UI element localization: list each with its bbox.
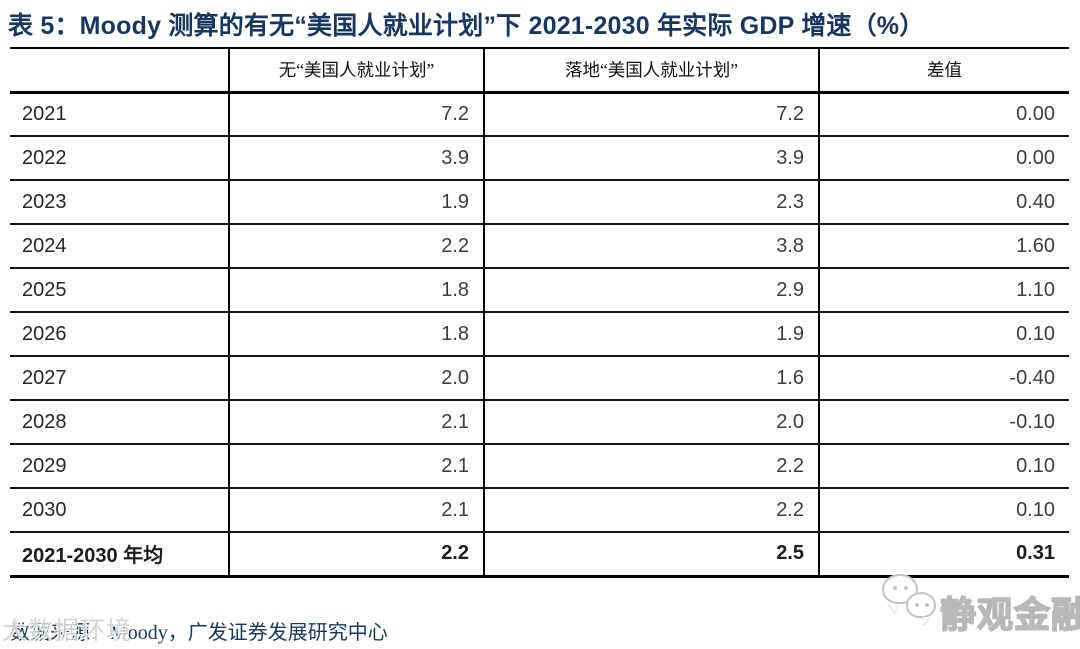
table-row: 2027 2.0 1.6 -0.40	[10, 356, 1069, 401]
diff-cell: 0.10	[818, 488, 1069, 533]
table-row: 2023 1.9 2.3 0.40	[10, 180, 1069, 225]
year-cell: 2029	[10, 444, 229, 489]
table-title: 表 5：Moody 测算的有无“美国人就业计划”下 2021-2030 年实际 …	[8, 12, 925, 40]
without-plan-cell: 1.8	[228, 312, 484, 357]
diff-cell: -0.40	[818, 356, 1069, 401]
diff-cell: 0.10	[818, 312, 1069, 357]
table-row: 2021 7.2 7.2 0.00	[10, 92, 1069, 137]
gdp-growth-table: 无“美国人就业计划” 落地“美国人就业计划” 差值 2021 7.2 7.2 0…	[10, 47, 1069, 578]
without-plan-cell: 7.2	[228, 92, 484, 137]
diff-cell: 0.10	[818, 444, 1069, 489]
table-row: 2028 2.1 2.0 -0.10	[10, 400, 1069, 445]
with-plan-cell: 2.5	[483, 532, 819, 578]
year-cell: 2026	[10, 312, 229, 357]
diff-cell: -0.10	[818, 400, 1069, 445]
year-cell: 2021-2030 年均	[10, 532, 229, 578]
year-cell: 2030	[10, 488, 229, 533]
with-plan-cell: 1.6	[483, 356, 819, 401]
header-empty	[10, 48, 229, 94]
without-plan-cell: 2.2	[228, 532, 484, 578]
year-cell: 2023	[10, 180, 229, 225]
year-cell: 2024	[10, 224, 229, 269]
table-row: 2029 2.1 2.2 0.10	[10, 444, 1069, 489]
without-plan-cell: 2.2	[228, 224, 484, 269]
with-plan-cell: 2.0	[483, 400, 819, 445]
without-plan-cell: 2.1	[228, 444, 484, 489]
wechat-icon	[882, 572, 942, 628]
brand-watermark-label: 静观金融	[939, 593, 1080, 636]
diff-cell: 1.10	[818, 268, 1069, 313]
header-without-plan: 无“美国人就业计划”	[228, 48, 484, 94]
with-plan-cell: 2.2	[483, 444, 819, 489]
brand-watermark: 静观金融	[876, 568, 1080, 636]
diff-cell: 0.00	[818, 136, 1069, 181]
with-plan-cell: 2.3	[483, 180, 819, 225]
diff-cell: 0.40	[818, 180, 1069, 225]
year-cell: 2021	[10, 92, 229, 137]
table-row: 2030 2.1 2.2 0.10	[10, 488, 1069, 533]
table-row: 2022 3.9 3.9 0.00	[10, 136, 1069, 181]
without-plan-cell: 2.0	[228, 356, 484, 401]
table-row-average: 2021-2030 年均 2.2 2.5 0.31	[10, 532, 1069, 578]
year-cell: 2022	[10, 136, 229, 181]
table-row: 2024 2.2 3.8 1.60	[10, 224, 1069, 269]
table-row: 2026 1.8 1.9 0.10	[10, 312, 1069, 357]
without-plan-cell: 2.1	[228, 488, 484, 533]
chat-bubble-small	[906, 592, 936, 618]
year-cell: 2028	[10, 400, 229, 445]
with-plan-cell: 1.9	[483, 312, 819, 357]
without-plan-cell: 1.9	[228, 180, 484, 225]
data-source-note: 数据来源：Moody，广发证券发展研究中心	[10, 622, 388, 644]
header-diff: 差值	[818, 48, 1069, 94]
year-cell: 2025	[10, 268, 229, 313]
with-plan-cell: 3.8	[483, 224, 819, 269]
without-plan-cell: 3.9	[228, 136, 484, 181]
without-plan-cell: 2.1	[228, 400, 484, 445]
without-plan-cell: 1.8	[228, 268, 484, 313]
with-plan-cell: 3.9	[483, 136, 819, 181]
table-header-row: 无“美国人就业计划” 落地“美国人就业计划” 差值	[10, 48, 1069, 94]
year-cell: 2027	[10, 356, 229, 401]
with-plan-cell: 7.2	[483, 92, 819, 137]
diff-cell: 0.00	[818, 92, 1069, 137]
chat-bubble-large	[882, 574, 918, 604]
diff-cell: 1.60	[818, 224, 1069, 269]
diff-cell: 0.31	[818, 532, 1069, 578]
with-plan-cell: 2.2	[483, 488, 819, 533]
header-with-plan: 落地“美国人就业计划”	[483, 48, 819, 94]
table-row: 2025 1.8 2.9 1.10	[10, 268, 1069, 313]
with-plan-cell: 2.9	[483, 268, 819, 313]
